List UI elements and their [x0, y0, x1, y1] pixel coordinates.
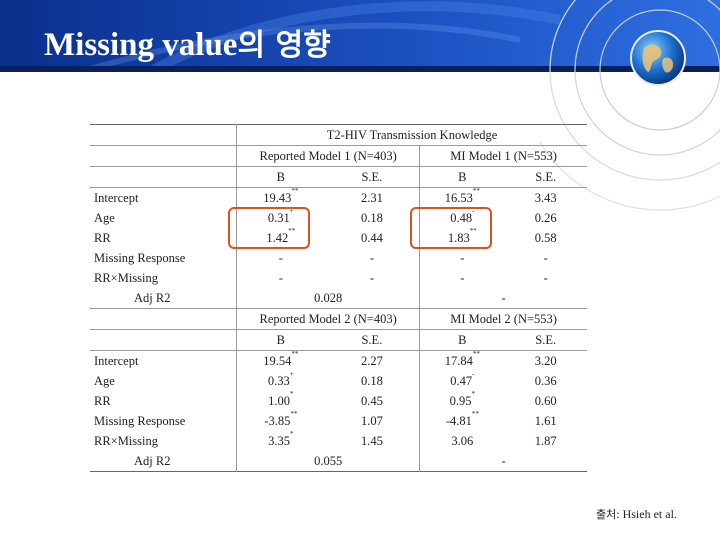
table-caption-row: T2-HIV Transmission Knowledge — [90, 124, 587, 146]
row-label: RR×Missing — [94, 271, 159, 285]
column-header-se: S.E. — [535, 333, 557, 347]
table-row: RR 1.00* 0.45 0.95* 0.60 — [90, 390, 587, 411]
table-row: Missing Response - - - - — [90, 248, 587, 268]
table-cell: 0.45 — [360, 394, 383, 408]
table-cell: 3.20 — [534, 354, 557, 368]
column-header-b: B — [236, 329, 325, 351]
adj-r2-row: Adj R2 0.028 - — [90, 288, 587, 309]
source-citation: 출처: Hsieh et al. — [596, 507, 677, 521]
table-cell: 1.45 — [360, 434, 383, 448]
row-label: Adj R2 — [134, 291, 171, 305]
table-cell: 1.83** — [419, 227, 505, 248]
table-cell: 16.53** — [419, 187, 505, 208]
table-row: RR×Missing - - - - — [90, 268, 587, 288]
table-cell: 0.31+ — [236, 207, 325, 228]
column-header-b: B — [419, 166, 505, 188]
model2-header-row: Reported Model 2 (N=403) MI Model 2 (N=5… — [90, 308, 587, 330]
table-cell: 1.00* — [236, 390, 325, 411]
table-cell: 0.26 — [534, 211, 557, 225]
table-cell: 0.36 — [534, 374, 557, 388]
table-cell: 3.43 — [534, 191, 557, 205]
column-header-b: B — [236, 166, 325, 188]
table-cell: 1.42** — [236, 227, 325, 248]
column-header-se: S.E. — [361, 170, 383, 184]
highlight-box-reported — [228, 207, 310, 249]
adj-r2-mi: - — [419, 288, 587, 309]
table-cell: 0.60 — [534, 394, 557, 408]
row-label: Missing Response — [94, 414, 186, 428]
reported-model2-header: Reported Model 2 (N=403) — [236, 308, 420, 330]
table-cell: -3.85** — [236, 410, 325, 431]
table-cell: 1.87 — [534, 434, 557, 448]
table-cell: - — [543, 251, 548, 265]
table-cell: 3.35* — [236, 430, 325, 451]
table-cell: 17.84** — [419, 350, 505, 371]
table-cell: 2.27 — [360, 354, 383, 368]
table-cell: 0.44 — [360, 231, 383, 245]
table-cell: 1.07 — [360, 414, 383, 428]
table-cell: 0.48- — [419, 207, 505, 228]
header-rule — [0, 66, 720, 72]
table-cell: - — [543, 271, 548, 285]
table-cell: 19.43** — [236, 187, 325, 208]
row-label: Intercept — [94, 354, 139, 368]
table-row: Age 0.31+ 0.18 0.48- 0.26 — [90, 207, 587, 228]
highlight-box-mi — [410, 207, 492, 249]
table-row: Intercept 19.43** 2.31 16.53** 3.43 — [90, 187, 587, 208]
table-cell: 0.47- — [419, 370, 505, 391]
table-cell: 1.61 — [534, 414, 557, 428]
table-cell: 0.33+ — [236, 370, 325, 391]
header-swirl-decoration — [79, 1, 562, 72]
column-header-se: S.E. — [361, 333, 383, 347]
model1-column-header-row: B S.E. B S.E. — [90, 166, 587, 188]
row-label: Adj R2 — [134, 454, 171, 468]
row-label: Intercept — [94, 191, 139, 205]
row-label: RR×Missing — [94, 434, 159, 448]
adj-r2-reported: 0.028 — [236, 288, 420, 309]
table-cell: - — [369, 251, 374, 265]
ring-decoration — [540, 0, 720, 211]
row-label: RR — [94, 231, 111, 245]
table-cell: 3.06 — [419, 431, 505, 451]
row-label: Age — [94, 374, 115, 388]
table-cell: - — [369, 271, 374, 285]
table-row: Missing Response -3.85** 1.07 -4.81** 1.… — [90, 410, 587, 431]
table-cell: - — [236, 268, 325, 288]
table-row: Intercept 19.54** 2.27 17.84** 3.20 — [90, 350, 587, 371]
table-cell: 0.58 — [534, 231, 557, 245]
table-cell: -4.81** — [419, 410, 505, 431]
model2-column-header-row: B S.E. B S.E. — [90, 329, 587, 351]
column-header-b: B — [419, 329, 505, 351]
adj-r2-reported: 0.055 — [236, 451, 420, 472]
globe-icon — [630, 30, 686, 86]
table-cell: 0.95* — [419, 390, 505, 411]
table-cell: - — [419, 268, 505, 288]
slide-header: Missing value의 영향 — [0, 0, 720, 72]
slide-title: Missing value의 영향 — [44, 27, 331, 63]
table-cell: 19.54** — [236, 350, 325, 371]
table-row: RR×Missing 3.35* 1.45 3.06 1.87 — [90, 430, 587, 451]
model1-header-row: Reported Model 1 (N=403) MI Model 1 (N=5… — [90, 145, 587, 167]
table-cell: 0.18 — [360, 374, 383, 388]
mi-model1-header: MI Model 1 (N=553) — [419, 145, 587, 167]
table-cell: 2.31 — [360, 191, 383, 205]
row-label: Age — [94, 211, 115, 225]
reported-model1-header: Reported Model 1 (N=403) — [236, 145, 420, 167]
adj-r2-row: Adj R2 0.055 - — [90, 451, 587, 472]
regression-table: T2-HIV Transmission Knowledge Reported M… — [90, 124, 587, 472]
table-cell: - — [419, 248, 505, 268]
table-row: RR 1.42** 0.44 1.83** 0.58 — [90, 227, 587, 248]
adj-r2-mi: - — [419, 451, 587, 472]
table-cell: 0.18 — [360, 211, 383, 225]
table-row: Age 0.33+ 0.18 0.47- 0.36 — [90, 370, 587, 391]
mi-model2-header: MI Model 2 (N=553) — [419, 308, 587, 330]
column-header-se: S.E. — [535, 170, 557, 184]
row-label: Missing Response — [94, 251, 186, 265]
table-cell: - — [236, 248, 325, 268]
row-label: RR — [94, 394, 111, 408]
table-caption: T2-HIV Transmission Knowledge — [236, 124, 587, 146]
